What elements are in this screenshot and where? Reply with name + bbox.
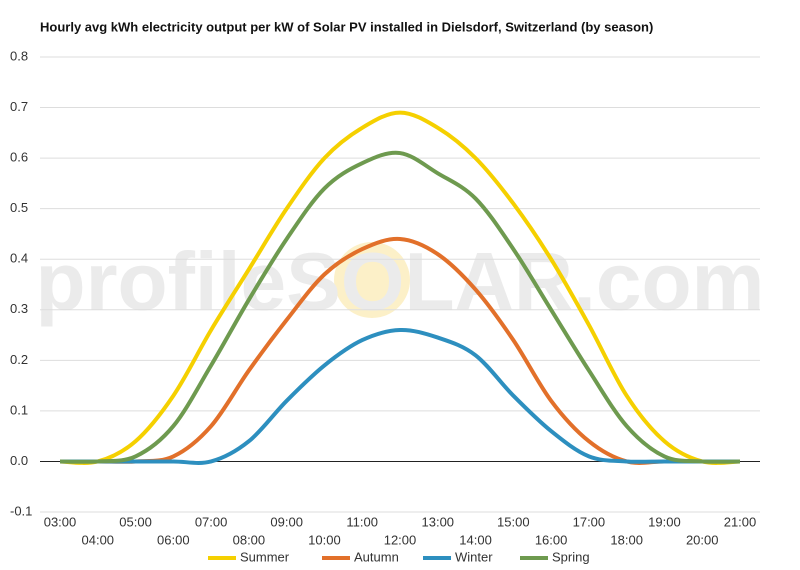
x-tick-label: 18:00 [610,532,643,547]
y-tick-label: 0.1 [10,402,28,417]
line [60,327,740,465]
legend-label: Winter [455,549,493,564]
x-tick-label: 09:00 [270,514,303,529]
x-tick-label: 12:00 [384,532,417,547]
y-tick-label: -0.1 [10,503,32,518]
y-tick-label: 0.6 [10,150,28,165]
x-tick-label: 07:00 [195,514,228,529]
y-tick-label: 0.8 [10,48,28,63]
chart-title: Hourly avg kWh electricity output per kW… [40,19,653,34]
x-tick-label: 17:00 [573,514,606,529]
y-tick-label: 0.0 [10,453,28,468]
x-tick-label: 08:00 [233,532,266,547]
legend-label: Summer [240,549,290,564]
watermark-group: profileSOLAR.com [36,237,765,328]
watermark-sun [334,242,410,318]
legend-label: Autumn [354,549,399,564]
x-tick-label: 19:00 [648,514,681,529]
x-tick-label: 14:00 [459,532,492,547]
x-tick-label: 20:00 [686,532,719,547]
y-tick-label: 0.2 [10,352,28,367]
x-tick-label: 10:00 [308,532,341,547]
legend-label: Spring [552,549,590,564]
x-tick-label: 03:00 [44,514,77,529]
x-tick-label: 04:00 [82,532,115,547]
line [59,150,741,464]
y-tick-label: 0.7 [10,99,28,114]
y-tick-label: 0.5 [10,200,28,215]
x-tick-label: 11:00 [346,514,378,529]
x-tick-label: 15:00 [497,514,530,529]
line [59,110,741,465]
watermark: profileSOLAR.com [36,237,765,328]
x-tick-label: 13:00 [422,514,455,529]
y-tick-label: 0.3 [10,301,28,316]
x-tick-label: 16:00 [535,532,568,547]
y-tick-label: 0.4 [10,251,28,266]
x-tick-label: 21:00 [724,514,757,529]
x-tick-label: 06:00 [157,532,190,547]
x-tick-label: 05:00 [119,514,152,529]
